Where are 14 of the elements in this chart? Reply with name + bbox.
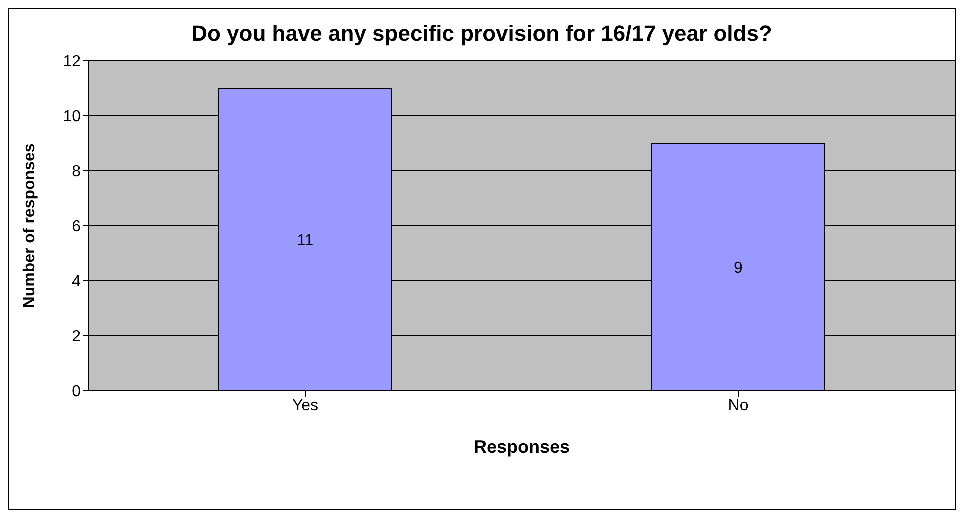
y-tick-label: 8: [72, 164, 82, 181]
y-tick-label: 6: [72, 218, 82, 236]
y-tick-label: 4: [72, 274, 82, 291]
data-label: 11: [297, 232, 314, 250]
x-tick-label: Yes: [292, 397, 319, 414]
y-axis-title: Number of responses: [22, 144, 39, 308]
x-axis-title: Responses: [474, 437, 570, 457]
y-tick-label: 12: [63, 54, 82, 71]
x-tick-label: No: [728, 397, 749, 414]
y-tick-label: 0: [72, 384, 82, 401]
y-tick-label: 10: [63, 108, 82, 126]
y-tick-label: 2: [72, 328, 82, 346]
chart-title: Do you have any specific provision for 16/17 year olds?: [190, 20, 774, 48]
data-label: 9: [734, 260, 743, 277]
